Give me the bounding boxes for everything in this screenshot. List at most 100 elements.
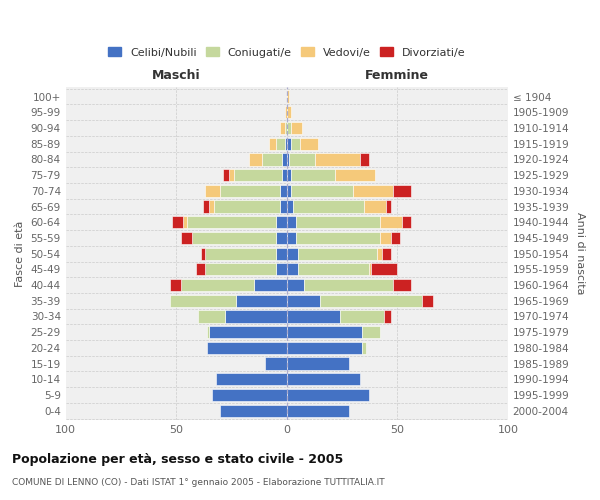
Bar [236, 294, 287, 307]
Bar [196, 263, 205, 276]
Bar [207, 342, 287, 354]
Bar [181, 279, 254, 291]
Bar [287, 310, 340, 322]
Bar [300, 138, 318, 150]
Bar [368, 263, 371, 276]
Bar [249, 154, 262, 166]
Bar [316, 154, 360, 166]
Bar [386, 200, 391, 212]
Bar [200, 248, 205, 260]
Bar [422, 294, 433, 307]
Bar [275, 216, 287, 228]
Bar [275, 232, 287, 244]
Bar [203, 200, 209, 212]
Bar [287, 232, 296, 244]
Bar [191, 232, 275, 244]
Bar [287, 389, 368, 401]
Bar [170, 294, 236, 307]
Bar [287, 294, 320, 307]
Text: Popolazione per età, sesso e stato civile - 2005: Popolazione per età, sesso e stato civil… [12, 452, 343, 466]
Bar [183, 216, 187, 228]
Bar [275, 263, 287, 276]
Bar [284, 122, 287, 134]
Bar [289, 154, 316, 166]
Bar [320, 294, 422, 307]
Bar [229, 169, 233, 181]
Bar [223, 169, 229, 181]
Bar [216, 373, 287, 386]
Bar [287, 122, 291, 134]
Bar [287, 216, 296, 228]
Bar [293, 200, 364, 212]
Bar [287, 326, 362, 338]
Bar [402, 216, 410, 228]
Y-axis label: Anni di nascita: Anni di nascita [575, 212, 585, 295]
Bar [280, 200, 287, 212]
Bar [280, 122, 284, 134]
Bar [291, 184, 353, 197]
Bar [335, 169, 375, 181]
Bar [360, 154, 368, 166]
Bar [205, 263, 275, 276]
Bar [340, 310, 384, 322]
Bar [377, 248, 382, 260]
Bar [287, 263, 298, 276]
Bar [287, 200, 293, 212]
Bar [212, 389, 287, 401]
Bar [287, 184, 291, 197]
Bar [382, 248, 391, 260]
Bar [298, 263, 368, 276]
Bar [283, 169, 287, 181]
Bar [207, 326, 209, 338]
Bar [364, 200, 386, 212]
Bar [254, 279, 287, 291]
Bar [287, 154, 289, 166]
Text: Femmine: Femmine [365, 70, 429, 82]
Bar [209, 200, 214, 212]
Bar [275, 138, 284, 150]
Bar [287, 169, 291, 181]
Bar [205, 248, 275, 260]
Bar [220, 184, 280, 197]
Bar [380, 216, 402, 228]
Bar [291, 138, 300, 150]
Bar [291, 169, 335, 181]
Bar [287, 358, 349, 370]
Bar [262, 154, 283, 166]
Bar [287, 90, 289, 102]
Bar [287, 342, 362, 354]
Bar [199, 310, 225, 322]
Bar [371, 263, 397, 276]
Bar [393, 279, 410, 291]
Bar [209, 326, 287, 338]
Bar [287, 373, 360, 386]
Bar [391, 232, 400, 244]
Bar [296, 232, 380, 244]
Bar [287, 106, 291, 118]
Bar [353, 184, 393, 197]
Bar [304, 279, 393, 291]
Bar [220, 404, 287, 417]
Bar [205, 184, 220, 197]
Legend: Celibi/Nubili, Coniugati/e, Vedovi/e, Divorziati/e: Celibi/Nubili, Coniugati/e, Vedovi/e, Di… [103, 43, 470, 62]
Bar [284, 106, 287, 118]
Bar [275, 248, 287, 260]
Bar [362, 326, 380, 338]
Y-axis label: Fasce di età: Fasce di età [15, 220, 25, 287]
Bar [172, 216, 183, 228]
Bar [280, 184, 287, 197]
Bar [384, 310, 391, 322]
Bar [269, 138, 275, 150]
Bar [296, 216, 380, 228]
Bar [233, 169, 283, 181]
Bar [225, 310, 287, 322]
Bar [380, 232, 391, 244]
Bar [287, 279, 304, 291]
Bar [393, 184, 410, 197]
Bar [214, 200, 280, 212]
Bar [283, 154, 287, 166]
Bar [265, 358, 287, 370]
Bar [291, 122, 302, 134]
Text: Maschi: Maschi [152, 70, 200, 82]
Bar [181, 232, 191, 244]
